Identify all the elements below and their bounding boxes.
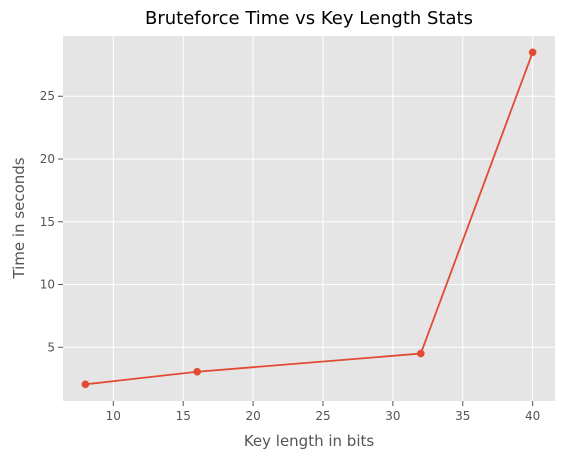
data-point [528, 48, 537, 57]
x-tick-label: 25 [315, 409, 330, 423]
data-point [416, 349, 425, 358]
x-tick-label: 15 [176, 409, 191, 423]
y-tick-label: 10 [40, 278, 55, 292]
x-axis-ticks: 10 15 20 25 30 35 40 [106, 401, 540, 423]
x-tick-label: 35 [455, 409, 470, 423]
data-point [193, 367, 202, 376]
y-axis-label: Time in seconds [10, 157, 28, 279]
series-points [81, 48, 537, 389]
y-tick-label: 15 [40, 215, 55, 229]
x-grid [112, 36, 534, 401]
x-tick-label: 40 [525, 409, 540, 423]
chart-title: Bruteforce Time vs Key Length Stats [145, 8, 473, 29]
x-tick-label: 10 [106, 409, 121, 423]
x-axis-label: Key length in bits [244, 432, 375, 450]
y-grid [63, 95, 555, 348]
y-axis-ticks: 5 10 15 20 25 [40, 89, 63, 354]
series-line [85, 52, 534, 386]
x-tick-label: 20 [245, 409, 260, 423]
y-tick-label: 20 [40, 152, 55, 166]
plot-area [63, 36, 555, 401]
x-tick-label: 30 [385, 409, 400, 423]
y-tick-label: 25 [40, 89, 55, 103]
y-tick-label: 5 [47, 340, 55, 354]
data-point [81, 380, 90, 389]
